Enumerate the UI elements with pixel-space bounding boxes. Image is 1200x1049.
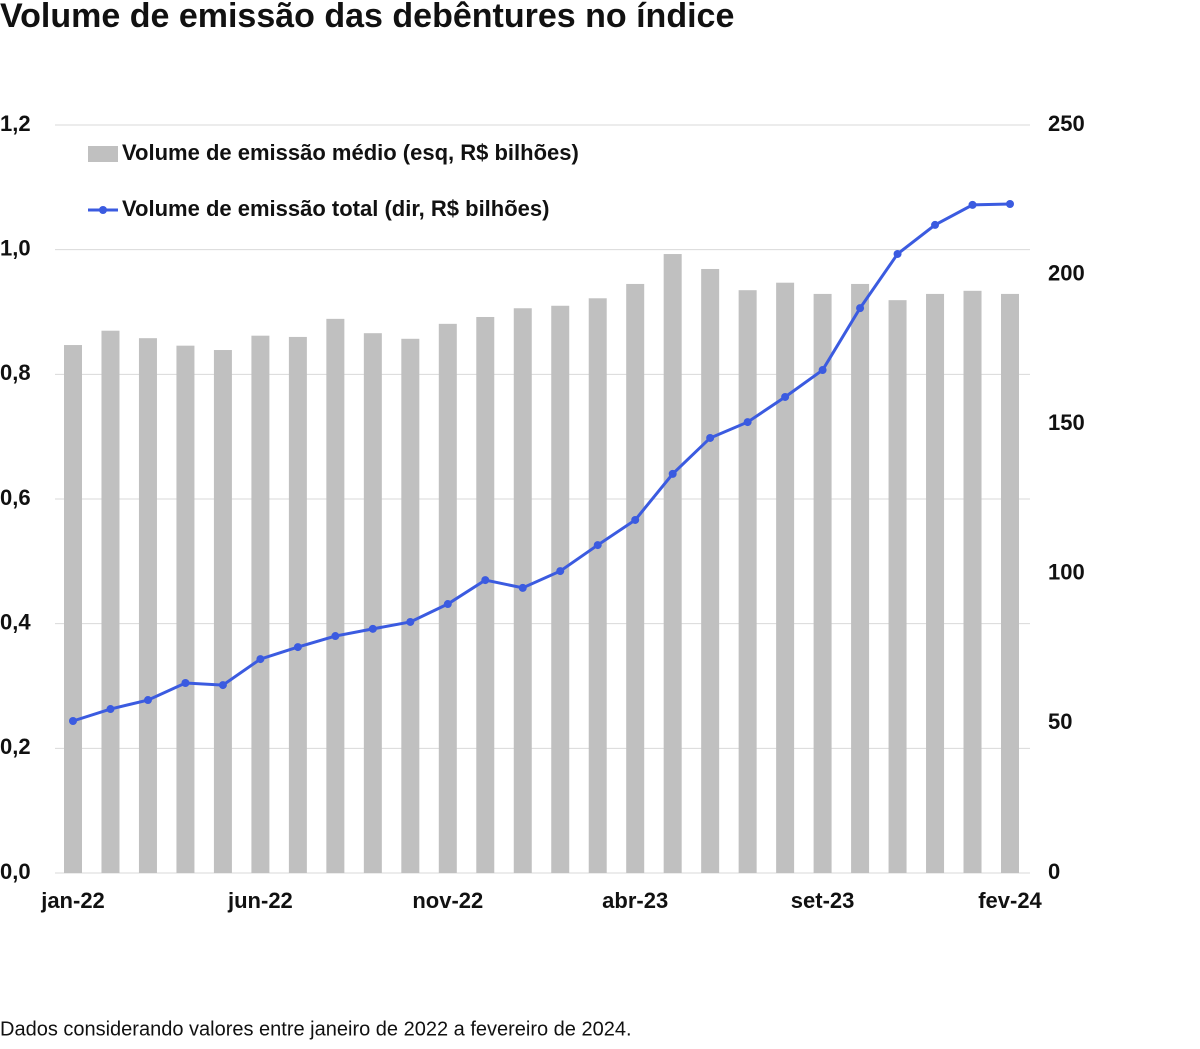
bar bbox=[101, 330, 120, 873]
line-point bbox=[181, 679, 190, 688]
bar bbox=[888, 300, 907, 873]
bar bbox=[776, 282, 795, 873]
x-tick-label: fev-24 bbox=[978, 888, 1042, 913]
line-point bbox=[218, 681, 227, 690]
chart-title: Volume de emissão das debêntures no índi… bbox=[0, 0, 734, 35]
y-tick-label: 0,0 bbox=[0, 859, 31, 884]
y2-tick-label: 200 bbox=[1048, 260, 1085, 285]
bar bbox=[64, 345, 82, 874]
y-tick-label: 0,4 bbox=[0, 609, 31, 634]
legend-dot bbox=[99, 206, 107, 214]
y2-tick-label: 50 bbox=[1048, 709, 1072, 734]
line-point bbox=[593, 541, 602, 550]
line-point bbox=[69, 717, 77, 726]
line-point bbox=[331, 632, 340, 641]
line-point bbox=[893, 249, 902, 258]
y2-tick-label: 0 bbox=[1048, 859, 1060, 884]
y-tick-label: 1,0 bbox=[0, 235, 31, 260]
y2-tick-label: 250 bbox=[1048, 111, 1085, 136]
line-point bbox=[143, 696, 152, 705]
bar bbox=[588, 298, 607, 874]
bar bbox=[626, 283, 645, 873]
line-point bbox=[518, 583, 527, 592]
line-point bbox=[818, 366, 827, 375]
footnote: Dados considerando valores entre janeiro… bbox=[0, 1018, 632, 1040]
line-point bbox=[406, 617, 415, 626]
x-tick-label: jan-22 bbox=[40, 888, 105, 913]
line-point bbox=[668, 469, 677, 478]
bar bbox=[701, 268, 720, 873]
y2-tick-label: 150 bbox=[1048, 410, 1085, 435]
x-tick-label: nov-22 bbox=[412, 888, 483, 913]
line-point bbox=[931, 220, 940, 229]
legend-label: Volume de emissão médio (esq, R$ bilhões… bbox=[122, 140, 579, 165]
bar bbox=[476, 316, 495, 873]
line-point bbox=[256, 655, 265, 664]
y-tick-label: 0,2 bbox=[0, 734, 31, 759]
y-tick-label: 0,6 bbox=[0, 485, 31, 510]
line-point bbox=[481, 576, 490, 585]
bar bbox=[213, 350, 232, 874]
line-point bbox=[968, 200, 977, 209]
line-point bbox=[743, 418, 752, 427]
line bbox=[72, 202, 1011, 723]
y-tick-label: 0,8 bbox=[0, 360, 31, 385]
line-point bbox=[706, 433, 715, 442]
bar bbox=[551, 305, 570, 873]
bar bbox=[851, 283, 870, 873]
line-point bbox=[106, 705, 115, 714]
bar bbox=[288, 336, 307, 873]
bar bbox=[176, 345, 195, 873]
y-tick-label: 1,2 bbox=[0, 111, 31, 136]
bar bbox=[326, 318, 345, 873]
legend-swatch bbox=[88, 146, 118, 162]
line-point bbox=[293, 643, 302, 652]
line-point bbox=[856, 304, 865, 313]
x-tick-label: abr-23 bbox=[602, 888, 668, 913]
bar bbox=[438, 323, 457, 873]
x-tick-label: jun-22 bbox=[227, 888, 293, 913]
bar bbox=[1001, 293, 1019, 873]
bar bbox=[738, 290, 757, 873]
bar bbox=[401, 338, 420, 873]
y2-tick-label: 100 bbox=[1048, 560, 1085, 585]
line-point bbox=[368, 624, 377, 633]
bar bbox=[963, 290, 982, 874]
bar bbox=[138, 338, 157, 873]
legend-label: Volume de emissão total (dir, R$ bilhões… bbox=[122, 196, 549, 221]
bar bbox=[251, 335, 270, 874]
x-tick-label: set-23 bbox=[791, 888, 855, 913]
bar bbox=[813, 293, 832, 873]
bar bbox=[363, 333, 382, 873]
bar bbox=[926, 293, 945, 873]
line-point bbox=[556, 567, 565, 576]
line-point bbox=[443, 600, 452, 609]
bar bbox=[663, 254, 682, 873]
line-point bbox=[1006, 199, 1014, 208]
line-point bbox=[631, 515, 640, 524]
line-point bbox=[781, 392, 790, 401]
